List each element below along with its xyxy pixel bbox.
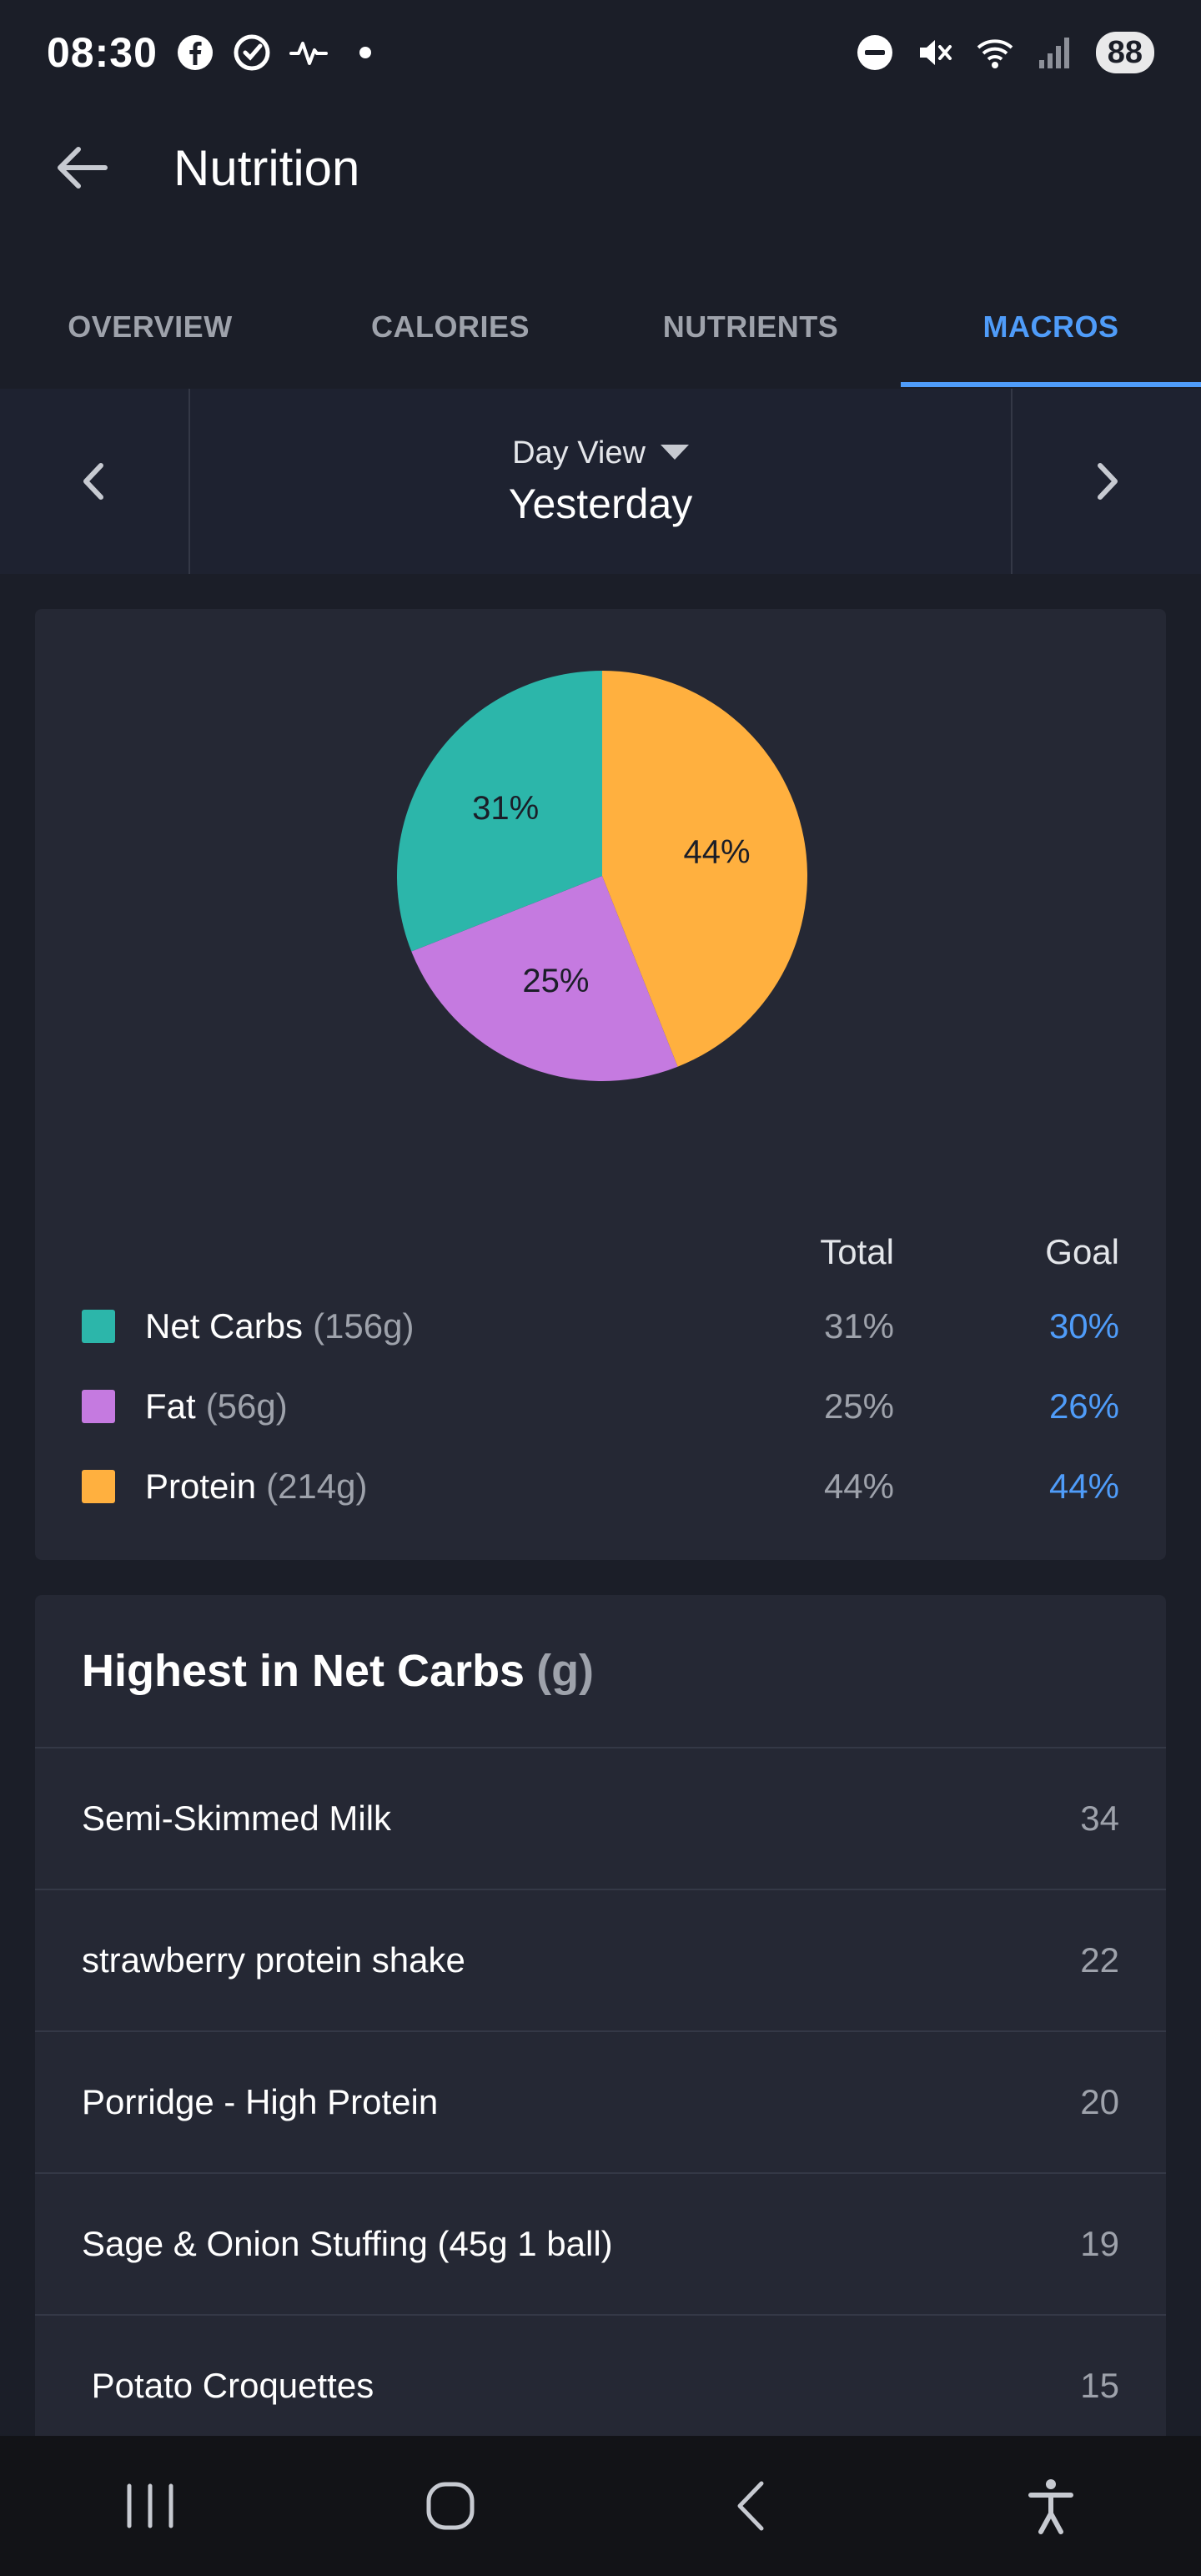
- goal-column-header: Goal: [1045, 1232, 1119, 1271]
- list-title: Highest in Net Carbs (g): [35, 1595, 1166, 1748]
- signal-icon: [1036, 33, 1074, 72]
- date-navigator: Day View Yesterday: [0, 389, 1201, 574]
- list-item[interactable]: Semi-Skimmed Milk 34: [35, 1748, 1166, 1890]
- macros-card: 44% 25% 31% Total Goal Net Carbs (156g) …: [35, 609, 1166, 1560]
- battery-indicator: 88: [1095, 32, 1154, 73]
- view-mode-dropdown[interactable]: Day View: [512, 435, 689, 471]
- accessibility-button[interactable]: [1001, 2456, 1101, 2556]
- list-item[interactable]: strawberry protein shake 22: [35, 1890, 1166, 2032]
- pie-slice-net-carbs: [396, 671, 602, 952]
- previous-day-button[interactable]: [0, 389, 188, 574]
- status-right: 88: [856, 32, 1154, 73]
- status-time: 08:30: [47, 29, 158, 76]
- chevron-left-icon: [83, 463, 103, 500]
- pie-label-protein: 44%: [683, 833, 750, 870]
- food-value: 22: [1080, 1940, 1119, 1980]
- date-selector[interactable]: Day View Yesterday: [188, 389, 1013, 574]
- food-name: Porridge - High Protein: [82, 2082, 439, 2121]
- food-name: Potato Croquettes: [82, 2366, 374, 2405]
- facebook-icon: [176, 33, 214, 72]
- view-mode-label: Day View: [512, 435, 646, 470]
- net-carbs-swatch: [82, 1310, 115, 1343]
- list-title-unit: (g): [536, 1646, 595, 1696]
- legend-name: Protein: [145, 1467, 257, 1506]
- legend-goal[interactable]: 26%: [1048, 1386, 1119, 1426]
- list-item[interactable]: Sage & Onion Stuffing (45g 1 ball) 19: [35, 2174, 1166, 2316]
- dot-icon: [346, 33, 384, 72]
- next-day-button[interactable]: [1013, 389, 1201, 574]
- legend-total: 31%: [823, 1306, 894, 1346]
- food-value: 34: [1080, 1799, 1119, 1838]
- macros-pie-chart: 44% 25% 31%: [394, 667, 811, 1084]
- food-value: 19: [1080, 2224, 1119, 2263]
- recent-apps-icon: [127, 2483, 173, 2528]
- legend-total: 44%: [823, 1467, 894, 1506]
- food-value: 15: [1080, 2366, 1119, 2405]
- pie-slice-protein: [602, 671, 807, 1067]
- chevron-right-icon: [1098, 463, 1118, 500]
- food-name: Sage & Onion Stuffing (45g 1 ball): [82, 2224, 613, 2263]
- fat-swatch: [82, 1390, 115, 1423]
- selected-date: Yesterday: [508, 480, 693, 527]
- do-not-disturb-icon: [856, 33, 894, 72]
- legend-grams: (214g): [266, 1467, 368, 1506]
- chevron-left-icon: [737, 2481, 764, 2531]
- legend-row-protein: Protein (214g) 44% 44%: [35, 1446, 1166, 1527]
- legend-name: Net Carbs: [145, 1306, 304, 1346]
- tab-nutrients[interactable]: NUTRIENTS: [662, 309, 839, 344]
- legend-grams: (56g): [205, 1386, 288, 1426]
- recent-apps-button[interactable]: [100, 2456, 200, 2556]
- total-column-header: Total: [820, 1232, 894, 1271]
- status-bar: 08:30 88: [0, 0, 1201, 105]
- tab-overview[interactable]: OVERVIEW: [68, 309, 233, 344]
- highest-net-carbs-card: Highest in Net Carbs (g) Semi-Skimmed Mi…: [35, 1595, 1166, 2576]
- accessibility-icon: [1028, 2479, 1073, 2534]
- pie-slice-fat: [411, 876, 678, 1081]
- food-value: 20: [1080, 2082, 1119, 2121]
- legend-grams: (156g): [313, 1306, 415, 1346]
- protein-swatch: [82, 1470, 115, 1503]
- pie-chart-svg: 44% 25% 31%: [396, 671, 807, 1081]
- system-navigation-bar: [0, 2436, 1201, 2576]
- tab-bar: OVERVIEW CALORIES NUTRIENTS MACROS: [0, 267, 1201, 387]
- legend-row-net-carbs: Net Carbs (156g) 31% 30%: [35, 1286, 1166, 1366]
- mute-icon: [916, 33, 954, 72]
- list-title-text: Highest in Net Carbs: [82, 1646, 525, 1696]
- pie-label-fat: 25%: [522, 963, 589, 999]
- legend-name: Fat: [145, 1386, 196, 1426]
- home-icon: [426, 2482, 475, 2530]
- list-item[interactable]: Porridge - High Protein 20: [35, 2032, 1166, 2174]
- legend-goal[interactable]: 44%: [1048, 1467, 1119, 1506]
- page-title: Nutrition: [173, 139, 360, 196]
- tab-macros[interactable]: MACROS: [901, 267, 1201, 387]
- sync-check-icon: [233, 33, 271, 72]
- system-back-button[interactable]: [701, 2456, 801, 2556]
- food-name: Semi-Skimmed Milk: [82, 1799, 392, 1838]
- macros-legend: Total Goal Net Carbs (156g) 31% 30% Fat …: [35, 1218, 1166, 1527]
- tab-calories[interactable]: CALORIES: [370, 309, 530, 344]
- pie-label-net-carbs: 31%: [472, 790, 539, 827]
- legend-row-fat: Fat (56g) 25% 26%: [35, 1366, 1166, 1446]
- arrow-left-icon: [58, 147, 108, 189]
- food-name: strawberry protein shake: [82, 1940, 465, 1980]
- wifi-icon: [976, 33, 1014, 72]
- back-button[interactable]: [48, 134, 115, 201]
- legend-goal[interactable]: 30%: [1048, 1306, 1119, 1346]
- app-bar: Nutrition: [0, 105, 1201, 230]
- legend-header: Total Goal: [35, 1218, 1166, 1286]
- caret-down-icon: [660, 445, 689, 460]
- home-button[interactable]: [400, 2456, 500, 2556]
- activity-pulse-icon: [289, 33, 328, 72]
- status-left: 08:30: [47, 28, 384, 77]
- legend-total: 25%: [823, 1386, 894, 1426]
